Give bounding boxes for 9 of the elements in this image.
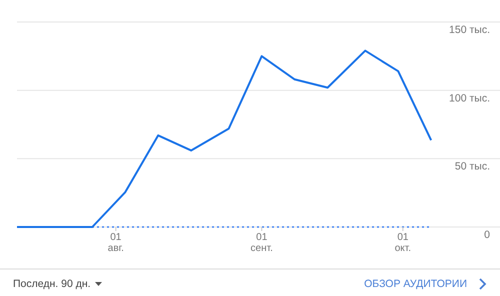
text: Последн. 90 дн. bbox=[13, 278, 91, 290]
y-tick-label: 0 bbox=[484, 229, 490, 241]
x-tick-label: 01 окт. bbox=[394, 232, 412, 254]
y-tick-label: 50 тыс. bbox=[454, 160, 490, 173]
y-tick-label: 150 тыс. bbox=[449, 24, 490, 36]
text: ОБЗОР АУДИТОРИИ bbox=[364, 278, 467, 290]
x-tick-label: 01 авг. bbox=[108, 232, 124, 254]
y-tick-label: 100 тыс. bbox=[449, 92, 490, 104]
x-tick-label: 01 сент. bbox=[250, 232, 273, 254]
